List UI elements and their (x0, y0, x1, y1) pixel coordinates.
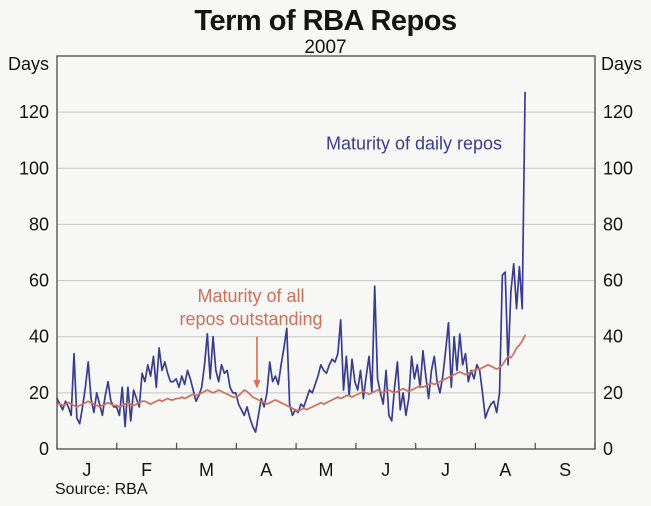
daily-repos-line (56, 91, 526, 434)
y-label-right-20: 20 (603, 383, 623, 403)
annotation-all-repos-outstanding: Maturity of all repos outstanding (179, 285, 322, 331)
annotation-all-repos-line1: Maturity of all (197, 286, 305, 306)
month-label-3: A (260, 460, 272, 480)
y-label-left-0: 0 (39, 439, 49, 459)
source-note: Source: RBA (55, 481, 148, 498)
month-label-6: J (441, 460, 450, 480)
month-label-8: S (559, 460, 571, 480)
month-label-1: F (141, 460, 152, 480)
annotation-arrow (253, 336, 261, 389)
y-label-left-20: 20 (29, 383, 49, 403)
y-axis-labels: 0 0 20 20 40 40 60 60 80 80 100 100 120 120 (19, 102, 633, 459)
month-label-4: M (319, 460, 334, 480)
y-label-left-120: 120 (19, 102, 49, 122)
month-label-7: A (499, 460, 511, 480)
plot-frame (56, 55, 596, 450)
annotation-arrow-head (253, 380, 261, 389)
y-label-left-100: 100 (19, 158, 49, 178)
annotation-all-repos-line2: repos outstanding (179, 309, 323, 329)
chart-subtitle: 2007 (304, 37, 347, 58)
left-axis-unit-label: Days (8, 54, 50, 74)
y-label-right-40: 40 (603, 327, 623, 347)
x-axis-ticks (56, 443, 596, 449)
right-axis-unit-label: Days (601, 54, 643, 74)
chart-title: Term of RBA Repos (194, 5, 457, 37)
y-label-right-120: 120 (603, 102, 633, 122)
all-repos-outstanding-line (56, 334, 526, 412)
y-label-right-80: 80 (603, 214, 623, 234)
gridlines (57, 111, 595, 394)
month-label-5: J (381, 460, 390, 480)
y-label-right-60: 60 (603, 271, 623, 291)
y-label-right-0: 0 (603, 439, 613, 459)
y-label-left-40: 40 (29, 327, 49, 347)
month-label-0: J (82, 460, 91, 480)
y-label-left-80: 80 (29, 214, 49, 234)
y-label-left-60: 60 (29, 271, 49, 291)
annotation-daily-repos: Maturity of daily repos (325, 133, 503, 154)
y-label-right-100: 100 (603, 158, 633, 178)
month-label-2: M (199, 460, 214, 480)
